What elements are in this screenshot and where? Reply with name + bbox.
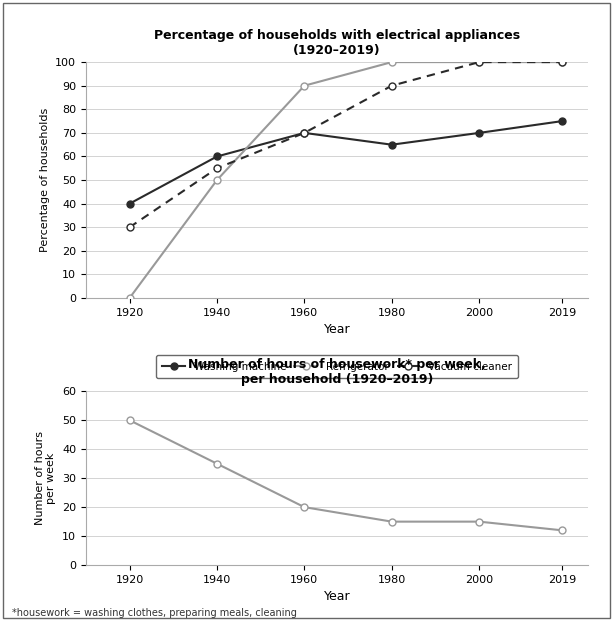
Y-axis label: Number of hours
per week: Number of hours per week [35, 431, 56, 525]
Title: Number of hours of housework* per week,
per household (1920–2019): Number of hours of housework* per week, … [188, 358, 486, 386]
Title: Percentage of households with electrical appliances
(1920–2019): Percentage of households with electrical… [154, 29, 520, 57]
Text: *housework = washing clothes, preparing meals, cleaning: *housework = washing clothes, preparing … [12, 608, 297, 618]
X-axis label: Year: Year [324, 324, 351, 337]
Legend: Washing machine, Refrigerator, Vacuum cleaner: Washing machine, Refrigerator, Vacuum cl… [156, 355, 518, 378]
X-axis label: Year: Year [324, 591, 351, 604]
Y-axis label: Percentage of households: Percentage of households [40, 108, 50, 252]
